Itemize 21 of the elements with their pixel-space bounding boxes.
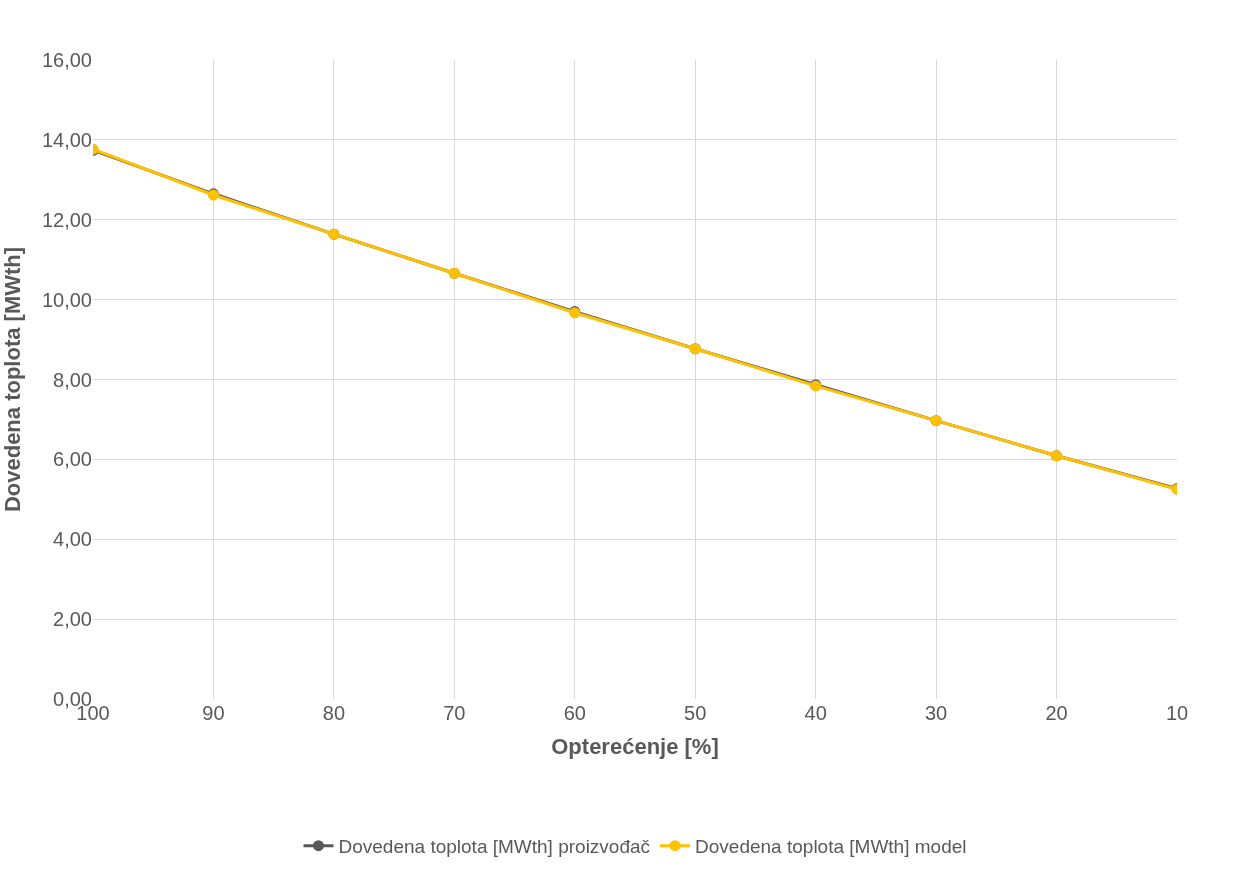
y-tick-label: 16,00: [41, 49, 92, 71]
legend-label: Dovedena toplota [MWth] proizvođač: [338, 836, 651, 858]
y-tick-label: 10,00: [41, 288, 92, 311]
y-tick-label: 4,00: [53, 528, 92, 551]
x-tick-label: 90: [202, 702, 225, 724]
x-axis-title: Opterećenje [%]: [551, 733, 719, 759]
y-axis-title: Dovedena toplota [MWth]: [0, 246, 25, 513]
x-tick-label: 60: [563, 702, 586, 724]
x-tick-label: 40: [804, 702, 827, 724]
y-tick-label: 8,00: [53, 368, 92, 391]
legend-label: Dovedena toplota [MWth] model: [695, 836, 967, 858]
y-tick-label: 14,00: [41, 128, 92, 151]
x-tick-label: 70: [443, 702, 466, 724]
y-tick-label: 2,00: [53, 608, 92, 631]
x-tick-label: 20: [1045, 702, 1068, 724]
x-tick-label: 30: [924, 702, 948, 724]
x-tick-label: 80: [322, 702, 346, 724]
x-tick-label: 10: [1165, 702, 1189, 724]
y-tick-label: 6,00: [53, 448, 92, 471]
x-tick-label: 50: [684, 702, 707, 724]
y-tick-label: 12,00: [41, 208, 92, 231]
